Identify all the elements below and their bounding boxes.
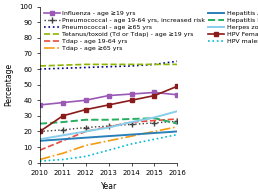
Tetanus/toxoid (Td or Tdap) - age ≥19 yrs: [38, 65, 42, 67]
Tdap - age ≥65 yrs: [107, 140, 110, 142]
Influenza - age ≥19 yrs: [38, 104, 42, 106]
HPV Females - 19-26 yrs: [130, 99, 133, 101]
Herpes zoster - age ≥60 yrs: [84, 130, 87, 133]
HPV males- 19-26 yrs: [84, 155, 87, 158]
Line: HPV Females - 19-26 yrs: HPV Females - 19-26 yrs: [38, 84, 180, 134]
Line: Hepatitis A - age ≥19 yrs: Hepatitis A - age ≥19 yrs: [40, 131, 178, 141]
Herpes zoster - age ≥60 yrs: [176, 110, 179, 112]
Pneumococcal - age ≥65 yrs: [176, 60, 179, 62]
X-axis label: Year: Year: [101, 182, 117, 191]
HPV Females - 19-26 yrs: [38, 130, 42, 133]
Tdap - age 19-64 yrs: [176, 118, 179, 120]
Hepatitis B - age ≥19 yrs: [107, 119, 110, 121]
Line: Tdap - age 19-64 yrs: Tdap - age 19-64 yrs: [40, 119, 178, 150]
Influenza - age ≥19 yrs: [107, 94, 110, 97]
HPV males- 19-26 yrs: [38, 160, 42, 162]
HPV males- 19-26 yrs: [61, 158, 64, 161]
Tdap - age 19-64 yrs: [153, 119, 156, 122]
Pneumococcal - age 19-64 yrs, increased risk: [153, 122, 156, 124]
Influenza - age ≥19 yrs: [153, 91, 156, 94]
Line: Tdap - age ≥65 yrs: Tdap - age ≥65 yrs: [40, 127, 178, 160]
Hepatitis A - age ≥19 yrs: [176, 130, 179, 133]
Tdap - age 19-64 yrs: [61, 140, 64, 142]
Pneumococcal - age ≥65 yrs: [130, 65, 133, 67]
HPV Females - 19-26 yrs: [107, 104, 110, 106]
Herpes zoster - age ≥60 yrs: [61, 134, 64, 136]
HPV males- 19-26 yrs: [130, 143, 133, 145]
Tetanus/toxoid (Td or Tdap) - age ≥19 yrs: [153, 63, 156, 66]
Tetanus/toxoid (Td or Tdap) - age ≥19 yrs: [130, 63, 133, 66]
Influenza - age ≥19 yrs: [176, 94, 179, 96]
HPV Females - 19-26 yrs: [153, 94, 156, 97]
Hepatitis A - age ≥19 yrs: [130, 133, 133, 136]
Hepatitis A - age ≥19 yrs: [153, 132, 156, 134]
HPV Females - 19-26 yrs: [176, 85, 179, 87]
Pneumococcal - age ≥65 yrs: [38, 68, 42, 70]
Influenza - age ≥19 yrs: [61, 101, 64, 104]
Legend: Influenza - age ≥19 yrs, Pneumococcal - age 19-64 yrs, increased risk, Pneumococ: Influenza - age ≥19 yrs, Pneumococcal - …: [43, 10, 258, 52]
Tdap - age ≥65 yrs: [38, 158, 42, 161]
Hepatitis B - age ≥19 yrs: [153, 117, 156, 119]
Line: Herpes zoster - age ≥60 yrs: Herpes zoster - age ≥60 yrs: [40, 111, 178, 139]
Pneumococcal - age ≥65 yrs: [107, 66, 110, 68]
Tdap - age ≥65 yrs: [61, 152, 64, 154]
Herpes zoster - age ≥60 yrs: [130, 121, 133, 123]
Tdap - age 19-64 yrs: [130, 121, 133, 123]
HPV males- 19-26 yrs: [107, 149, 110, 151]
Tdap - age 19-64 yrs: [84, 130, 87, 133]
Hepatitis A - age ≥19 yrs: [107, 135, 110, 137]
HPV males- 19-26 yrs: [176, 133, 179, 136]
Hepatitis B - age ≥19 yrs: [84, 119, 87, 121]
Pneumococcal - age ≥65 yrs: [84, 66, 87, 69]
Line: Influenza - age ≥19 yrs: Influenza - age ≥19 yrs: [38, 90, 180, 107]
Pneumococcal - age 19-64 yrs, increased risk: [84, 126, 87, 129]
Influenza - age ≥19 yrs: [84, 99, 87, 101]
Hepatitis B - age ≥19 yrs: [176, 122, 179, 125]
Tdap - age 19-64 yrs: [107, 126, 110, 128]
Herpes zoster - age ≥60 yrs: [153, 116, 156, 119]
HPV males- 19-26 yrs: [153, 138, 156, 140]
Tdap - age 19-64 yrs: [38, 149, 42, 151]
Herpes zoster - age ≥60 yrs: [107, 126, 110, 129]
Line: Pneumococcal - age 19-64 yrs, increased risk: Pneumococcal - age 19-64 yrs, increased …: [37, 119, 180, 134]
Tetanus/toxoid (Td or Tdap) - age ≥19 yrs: [61, 64, 64, 66]
Pneumococcal - age 19-64 yrs, increased risk: [61, 129, 64, 131]
Hepatitis A - age ≥19 yrs: [38, 140, 42, 142]
Line: HPV males- 19-26 yrs: HPV males- 19-26 yrs: [40, 135, 178, 161]
HPV Females - 19-26 yrs: [61, 115, 64, 117]
Tetanus/toxoid (Td or Tdap) - age ≥19 yrs: [107, 63, 110, 66]
Hepatitis B - age ≥19 yrs: [38, 122, 42, 125]
Hepatitis A - age ≥19 yrs: [61, 138, 64, 140]
Hepatitis A - age ≥19 yrs: [84, 136, 87, 139]
Tdap - age ≥65 yrs: [130, 135, 133, 137]
Hepatitis B - age ≥19 yrs: [61, 121, 64, 123]
Tetanus/toxoid (Td or Tdap) - age ≥19 yrs: [84, 63, 87, 66]
HPV Females - 19-26 yrs: [84, 108, 87, 111]
Pneumococcal - age ≥65 yrs: [153, 63, 156, 66]
Pneumococcal - age 19-64 yrs, increased risk: [130, 123, 133, 126]
Tetanus/toxoid (Td or Tdap) - age ≥19 yrs: [176, 63, 179, 66]
Pneumococcal - age ≥65 yrs: [61, 67, 64, 69]
Y-axis label: Percentage: Percentage: [4, 63, 13, 106]
Line: Tetanus/toxoid (Td or Tdap) - age ≥19 yrs: Tetanus/toxoid (Td or Tdap) - age ≥19 yr…: [40, 64, 178, 66]
Pneumococcal - age 19-64 yrs, increased risk: [176, 120, 179, 122]
Influenza - age ≥19 yrs: [130, 93, 133, 95]
Pneumococcal - age 19-64 yrs, increased risk: [38, 130, 42, 133]
Line: Pneumococcal - age ≥65 yrs: Pneumococcal - age ≥65 yrs: [40, 61, 178, 69]
Herpes zoster - age ≥60 yrs: [38, 138, 42, 140]
Pneumococcal - age 19-64 yrs, increased risk: [107, 125, 110, 127]
Hepatitis B - age ≥19 yrs: [130, 118, 133, 120]
Tdap - age ≥65 yrs: [153, 130, 156, 133]
Line: Hepatitis B - age ≥19 yrs: Hepatitis B - age ≥19 yrs: [40, 118, 178, 124]
Tdap - age ≥65 yrs: [84, 144, 87, 147]
Tdap - age ≥65 yrs: [176, 126, 179, 128]
